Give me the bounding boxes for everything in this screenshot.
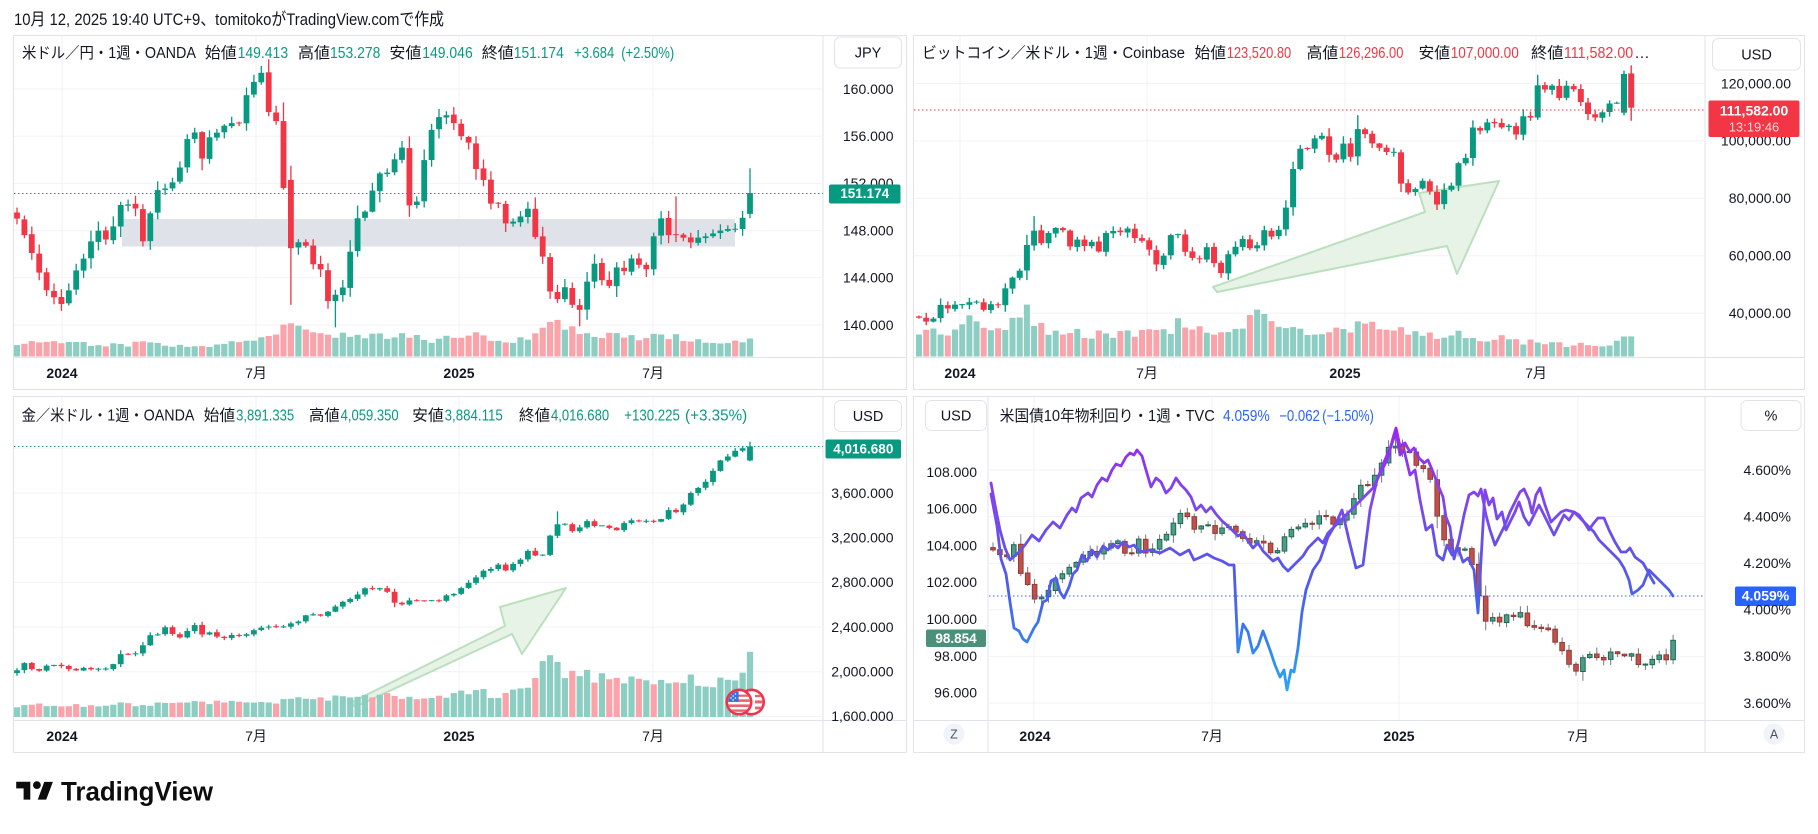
svg-text:(−1.50%): (−1.50%): [1322, 408, 1374, 425]
svg-text:2025: 2025: [443, 728, 474, 744]
svg-text:2025: 2025: [1329, 365, 1360, 381]
svg-text:160.000: 160.000: [843, 81, 894, 97]
svg-text:7月: 7月: [1136, 365, 1158, 381]
svg-text:始値: 始値: [205, 44, 237, 62]
svg-text:2025: 2025: [443, 365, 474, 381]
svg-text:120,000.00: 120,000.00: [1721, 75, 1791, 91]
svg-text:金／米ドル・1週・OANDA: 金／米ドル・1週・OANDA: [22, 407, 195, 425]
svg-text:151.174: 151.174: [514, 45, 564, 62]
svg-text:140.000: 140.000: [843, 317, 894, 333]
svg-text:4.000%: 4.000%: [1744, 602, 1791, 618]
svg-text:%: %: [1765, 409, 1778, 425]
svg-text:−0.062: −0.062: [1279, 408, 1320, 425]
svg-text:107,000.00: 107,000.00: [1451, 45, 1519, 62]
svg-text:144.000: 144.000: [843, 270, 894, 286]
svg-text:3,884.115: 3,884.115: [445, 408, 503, 425]
svg-text:106.000: 106.000: [926, 501, 977, 517]
svg-text:96.000: 96.000: [934, 685, 977, 701]
svg-text:終値: 終値: [519, 407, 550, 425]
svg-text:7月: 7月: [642, 728, 664, 744]
svg-text:10月 12, 2025 19:40 UTC+9、tomit: 10月 12, 2025 19:40 UTC+9、tomitokoがTradin…: [14, 10, 444, 29]
svg-text:米国債10年物利回り・1週・TVC: 米国債10年物利回り・1週・TVC: [1000, 407, 1215, 425]
svg-text:7月: 7月: [1525, 365, 1547, 381]
svg-text:(+2.50%): (+2.50%): [621, 45, 674, 62]
svg-text:安値: 安値: [1419, 44, 1451, 62]
svg-text:104.000: 104.000: [926, 537, 977, 553]
svg-text:2025: 2025: [1383, 728, 1414, 744]
svg-text:4.200%: 4.200%: [1744, 555, 1791, 571]
svg-text:40,000.00: 40,000.00: [1729, 305, 1791, 321]
svg-text:始値: 始値: [204, 407, 236, 425]
svg-text:4.600%: 4.600%: [1744, 462, 1791, 478]
svg-text:米ドル／円・1週・OANDA: 米ドル／円・1週・OANDA: [22, 44, 197, 62]
svg-text:3.600%: 3.600%: [1744, 695, 1791, 711]
svg-text:2024: 2024: [1019, 728, 1050, 744]
svg-text:7月: 7月: [642, 365, 664, 381]
svg-text:4,016.680: 4,016.680: [551, 408, 609, 425]
svg-text:(+3.35%): (+3.35%): [685, 408, 747, 425]
svg-text:4,059.350: 4,059.350: [341, 408, 399, 425]
svg-text:2024: 2024: [944, 365, 975, 381]
svg-text:7月: 7月: [245, 728, 267, 744]
svg-text:151.174: 151.174: [840, 186, 889, 201]
svg-text:始値: 始値: [1195, 44, 1227, 62]
svg-text:149.046: 149.046: [422, 45, 472, 62]
svg-text:4.059%: 4.059%: [1223, 408, 1270, 425]
svg-text:JPY: JPY: [855, 46, 882, 62]
svg-text:3,600.000: 3,600.000: [831, 485, 893, 501]
svg-text:2024: 2024: [46, 365, 77, 381]
svg-text:安値: 安値: [412, 407, 444, 425]
svg-text:111,582.00: 111,582.00: [1720, 103, 1789, 119]
svg-text:7月: 7月: [245, 365, 267, 381]
svg-text:USD: USD: [941, 409, 972, 425]
svg-text:高値: 高値: [298, 44, 330, 62]
svg-text:7月: 7月: [1567, 728, 1589, 744]
svg-text:4.400%: 4.400%: [1744, 508, 1791, 524]
svg-text:108.000: 108.000: [926, 464, 977, 480]
svg-text:80,000.00: 80,000.00: [1729, 190, 1791, 206]
svg-text:123,520.80: 123,520.80: [1227, 45, 1292, 62]
svg-text:3.800%: 3.800%: [1744, 648, 1791, 664]
svg-text:100.000: 100.000: [926, 611, 977, 627]
svg-text:3,891.335: 3,891.335: [236, 408, 294, 425]
svg-text:4,016.680: 4,016.680: [833, 442, 893, 457]
svg-text:149.413: 149.413: [238, 45, 289, 62]
svg-text:USD: USD: [1741, 48, 1772, 64]
svg-text:60,000.00: 60,000.00: [1729, 248, 1791, 264]
svg-text:3,200.000: 3,200.000: [831, 530, 893, 546]
svg-text:2,000.000: 2,000.000: [831, 664, 893, 680]
svg-text:安値: 安値: [389, 44, 421, 62]
svg-text:Z: Z: [950, 728, 958, 742]
svg-text:111,582.00: 111,582.00: [1564, 45, 1634, 62]
svg-text:148.000: 148.000: [843, 222, 894, 238]
svg-text:102.000: 102.000: [926, 574, 977, 590]
svg-text:TradingView: TradingView: [61, 777, 213, 807]
svg-text:1,600.000: 1,600.000: [831, 708, 893, 724]
svg-text:USD: USD: [853, 409, 884, 425]
svg-text:高値: 高値: [309, 407, 340, 425]
svg-text:13:19:46: 13:19:46: [1729, 120, 1780, 135]
svg-text:126,296.00: 126,296.00: [1339, 45, 1404, 62]
svg-text:2,400.000: 2,400.000: [831, 619, 893, 635]
svg-text:156.000: 156.000: [843, 128, 894, 144]
svg-text:終値: 終値: [1531, 44, 1563, 62]
svg-text:ビットコイン／米ドル・1週・Coinbase: ビットコイン／米ドル・1週・Coinbase: [922, 44, 1185, 62]
svg-text:+3.684: +3.684: [574, 45, 615, 62]
svg-text:4.059%: 4.059%: [1742, 588, 1790, 604]
svg-text:高値: 高値: [1307, 44, 1339, 62]
svg-text:98.000: 98.000: [934, 648, 977, 664]
svg-text:153.278: 153.278: [330, 45, 380, 62]
svg-text:A: A: [1770, 728, 1779, 742]
svg-text:7月: 7月: [1201, 728, 1223, 744]
svg-text:2024: 2024: [46, 728, 77, 744]
svg-text:+130.225: +130.225: [624, 408, 680, 425]
svg-text:98.854: 98.854: [935, 631, 977, 646]
svg-text:2,800.000: 2,800.000: [831, 574, 893, 590]
svg-text:…: …: [1634, 45, 1650, 62]
svg-text:終値: 終値: [482, 44, 514, 62]
